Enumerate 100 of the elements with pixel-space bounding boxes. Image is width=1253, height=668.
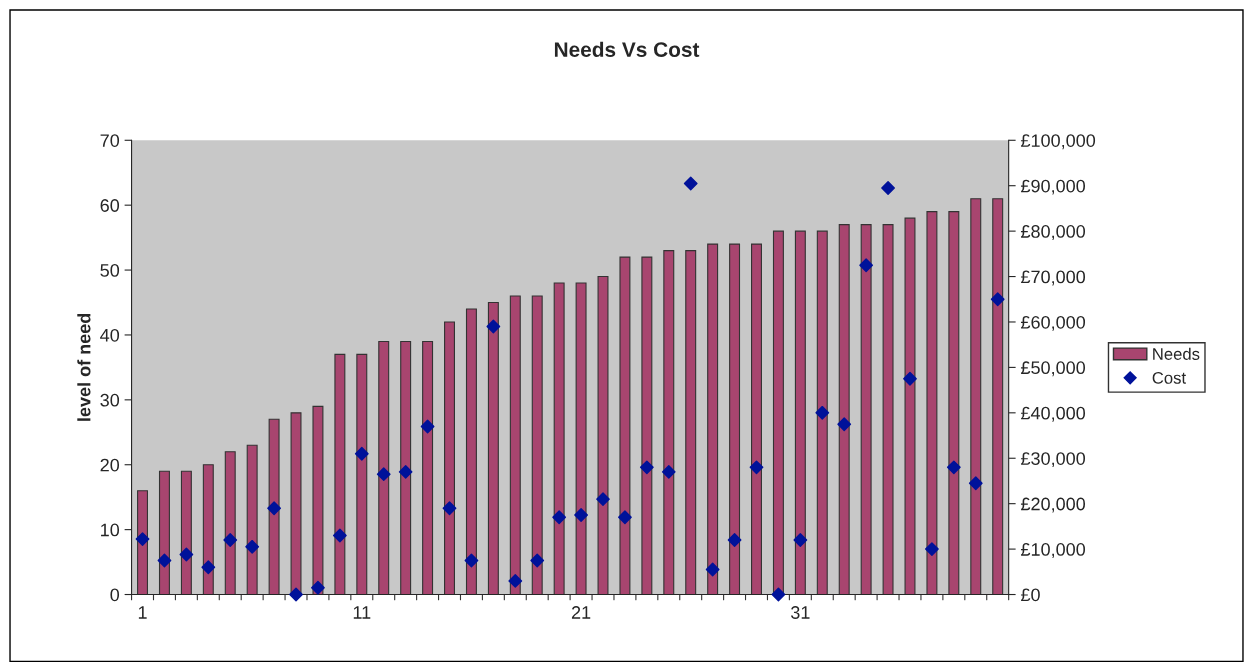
y-tick-label: 60 xyxy=(100,199,120,212)
y2-tick-label: £10,000 xyxy=(1020,543,1086,558)
y-axis-title: level of need xyxy=(77,313,91,421)
y2-tick-label: £40,000 xyxy=(1020,406,1086,422)
y-tick-label: 30 xyxy=(100,393,120,407)
point xyxy=(552,510,567,525)
chart-title: Needs Vs Cost xyxy=(554,41,700,57)
y-tick-label: 10 xyxy=(101,523,120,537)
point xyxy=(245,539,260,554)
bar xyxy=(663,250,675,595)
bar xyxy=(860,224,872,595)
bar xyxy=(794,230,806,595)
y2-tick-label: £80,000 xyxy=(1020,225,1086,240)
bar xyxy=(904,217,916,595)
bar xyxy=(356,353,368,595)
point xyxy=(157,553,172,568)
bar xyxy=(202,464,214,595)
y-tick-label: 70 xyxy=(100,134,120,147)
bar xyxy=(509,295,521,595)
point xyxy=(639,460,654,475)
y-tick-label: 50 xyxy=(100,264,120,277)
bar xyxy=(772,230,784,595)
point xyxy=(749,460,764,475)
point xyxy=(311,580,325,595)
y2-tick-label: £50,000 xyxy=(1020,361,1086,377)
point xyxy=(618,510,632,525)
bar xyxy=(137,490,149,595)
y-tick-label: 40 xyxy=(100,328,120,342)
point xyxy=(990,292,1005,307)
legend-label: Cost xyxy=(1152,372,1186,384)
point xyxy=(332,528,347,543)
point xyxy=(289,587,303,602)
y2-tick-label: £0 xyxy=(1020,588,1040,602)
point xyxy=(727,533,742,547)
point xyxy=(201,560,216,575)
bar xyxy=(685,250,697,595)
bar xyxy=(334,353,346,595)
bar xyxy=(180,470,192,595)
bar xyxy=(312,405,324,595)
point xyxy=(661,464,676,479)
y2-tick-label: £20,000 xyxy=(1020,497,1086,513)
bar xyxy=(838,224,850,595)
y-tick-label: 0 xyxy=(110,588,120,602)
bar xyxy=(619,256,631,595)
y2-tick-label: £70,000 xyxy=(1020,270,1086,286)
y2-tick-label: £60,000 xyxy=(1020,315,1086,331)
x-tick-label: 31 xyxy=(791,606,810,619)
point xyxy=(464,553,479,568)
bar xyxy=(465,308,477,595)
point xyxy=(354,446,369,461)
point xyxy=(881,181,895,195)
bar xyxy=(487,301,499,595)
bar xyxy=(553,282,565,595)
point xyxy=(486,319,501,334)
bar xyxy=(158,470,170,595)
point xyxy=(705,562,720,577)
bar xyxy=(400,340,412,595)
point xyxy=(376,467,391,482)
point xyxy=(179,547,194,562)
bar xyxy=(378,340,390,595)
y2-tick-label: £100,000 xyxy=(1020,134,1096,150)
point xyxy=(859,258,874,273)
point xyxy=(903,371,917,386)
bar xyxy=(992,198,1004,595)
point xyxy=(420,419,435,434)
bar xyxy=(882,224,894,595)
bar xyxy=(597,275,609,595)
bar xyxy=(246,444,258,595)
point xyxy=(442,501,457,516)
bar xyxy=(531,295,543,595)
point xyxy=(596,492,610,507)
bar xyxy=(422,340,434,595)
point xyxy=(135,532,150,547)
y2-tick-label: £30,000 xyxy=(1020,452,1086,468)
point xyxy=(793,533,808,547)
bar xyxy=(707,243,719,595)
x-tick-label: 21 xyxy=(571,606,591,619)
bar xyxy=(816,230,828,595)
bar xyxy=(948,211,960,595)
point xyxy=(925,542,939,557)
bar xyxy=(970,198,982,595)
y-tick-label: 20 xyxy=(100,458,120,472)
point xyxy=(946,460,961,475)
bar xyxy=(926,211,938,595)
point xyxy=(530,553,545,568)
bar xyxy=(751,243,762,595)
point xyxy=(837,417,852,432)
point xyxy=(683,176,698,191)
legend-label: Needs xyxy=(1153,347,1200,360)
point xyxy=(574,508,588,522)
bar xyxy=(641,256,653,595)
bar xyxy=(224,451,236,595)
x-tick-label: 1 xyxy=(138,606,147,619)
point xyxy=(398,464,413,479)
point xyxy=(771,587,786,602)
bar xyxy=(268,418,280,595)
x-tick-label: 11 xyxy=(353,606,371,619)
point xyxy=(223,533,238,547)
bar xyxy=(575,282,587,595)
bar xyxy=(444,321,456,595)
